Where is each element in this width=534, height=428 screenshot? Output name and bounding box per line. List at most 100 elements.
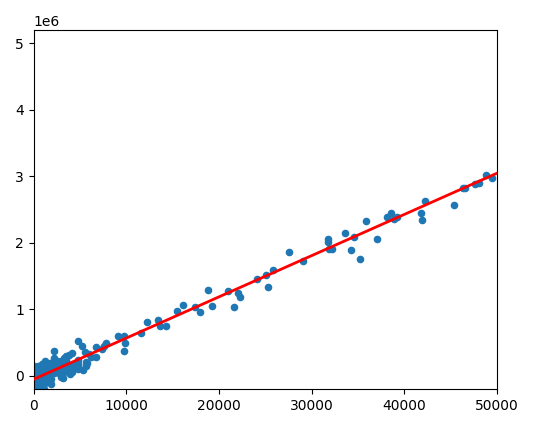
Point [40, 386, 48, 392]
Point [114, 333, 123, 339]
Point [50, 368, 59, 375]
Point [58, 365, 66, 372]
Point [46, 380, 55, 387]
Point [38, 360, 46, 367]
Point [44, 361, 52, 368]
Point [46, 369, 55, 375]
Point [45, 373, 53, 380]
Point [40, 366, 48, 373]
Point [120, 347, 128, 354]
Point [35, 362, 44, 369]
Point [178, 302, 187, 309]
Point [60, 369, 68, 375]
Point [98, 346, 106, 353]
Point [39, 378, 48, 385]
Point [67, 363, 76, 370]
Point [30, 380, 39, 387]
Point [30, 363, 38, 369]
Point [362, 217, 370, 224]
Point [33, 372, 41, 379]
Point [53, 359, 61, 366]
Point [341, 229, 350, 236]
Point [57, 358, 66, 365]
Point [42, 365, 51, 372]
Point [31, 384, 40, 391]
Point [459, 184, 467, 191]
Point [54, 370, 63, 377]
Point [449, 201, 458, 208]
Point [55, 359, 64, 366]
Point [34, 382, 42, 389]
Point [65, 371, 74, 377]
Point [32, 378, 41, 385]
Point [29, 377, 38, 383]
Point [35, 364, 44, 371]
Point [42, 372, 50, 378]
Point [73, 356, 82, 363]
Point [53, 367, 61, 374]
Point [59, 355, 68, 362]
Point [299, 258, 308, 265]
Point [37, 376, 45, 383]
Point [37, 382, 45, 389]
Point [393, 214, 402, 220]
Point [35, 370, 44, 377]
Point [29, 372, 38, 379]
Point [51, 365, 59, 372]
Point [41, 373, 50, 380]
Point [70, 361, 78, 368]
Point [33, 374, 41, 381]
Point [79, 367, 88, 374]
Point [324, 235, 333, 242]
Point [327, 246, 336, 253]
Point [40, 374, 49, 381]
Point [264, 284, 272, 291]
Point [42, 368, 50, 374]
Point [62, 353, 70, 360]
Point [389, 216, 398, 223]
Point [261, 272, 270, 279]
Point [43, 367, 52, 374]
Point [36, 366, 44, 373]
Point [46, 360, 54, 367]
Point [35, 373, 44, 380]
Point [49, 366, 58, 373]
Point [44, 363, 53, 369]
Point [31, 388, 40, 395]
Point [41, 357, 49, 364]
Point [172, 308, 181, 315]
Point [38, 370, 47, 377]
Point [74, 360, 82, 367]
Point [30, 374, 38, 381]
Point [373, 235, 381, 242]
Point [52, 358, 61, 365]
Point [32, 374, 41, 381]
Point [82, 359, 91, 366]
Point [64, 351, 73, 358]
Point [54, 366, 63, 373]
Point [60, 366, 68, 373]
Point [41, 372, 49, 379]
Point [350, 234, 358, 241]
Point [87, 354, 96, 361]
Point [35, 383, 44, 389]
Point [59, 359, 67, 366]
Point [34, 374, 43, 380]
Point [30, 376, 39, 383]
Point [62, 362, 71, 369]
Point [47, 376, 56, 383]
Point [92, 354, 101, 361]
Point [32, 374, 41, 381]
Point [82, 363, 90, 369]
Point [57, 359, 66, 366]
Point [40, 362, 49, 369]
Point [224, 288, 232, 294]
Point [40, 370, 48, 377]
Point [269, 266, 277, 273]
Point [34, 367, 43, 374]
Point [101, 340, 110, 347]
Point [41, 361, 49, 368]
Point [43, 372, 52, 379]
Point [61, 357, 70, 363]
Point [36, 380, 44, 386]
